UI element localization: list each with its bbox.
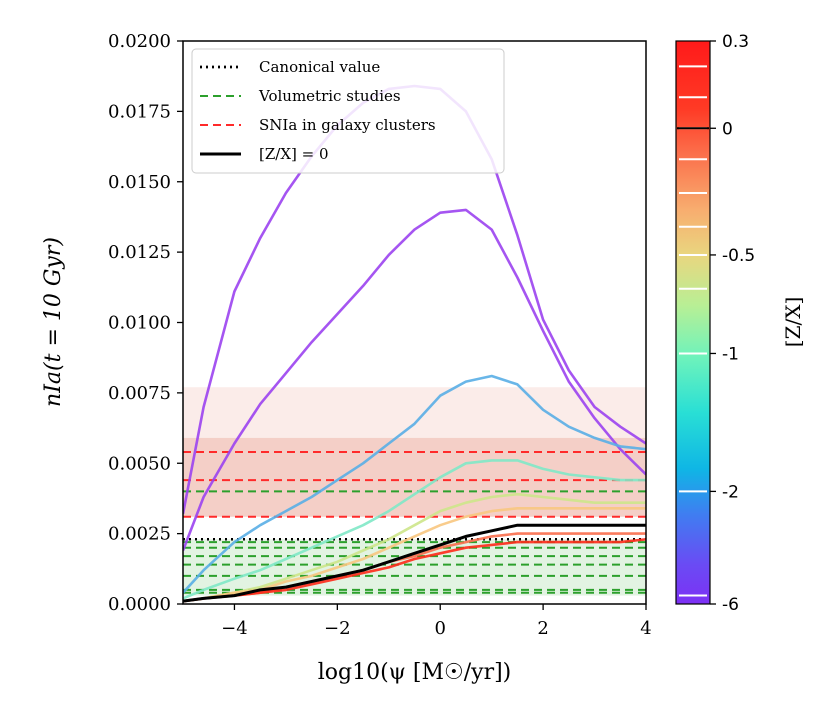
y-tick-label-7: 0.0175 bbox=[108, 101, 171, 122]
y-tick-label-0: 0.0000 bbox=[108, 594, 171, 615]
series-line-7 bbox=[183, 538, 646, 603]
y-tick-label-5: 0.0125 bbox=[108, 242, 171, 263]
colorbar-tick-label-0: 0.3 bbox=[722, 32, 749, 52]
colorbar-label: [Z/X] bbox=[781, 297, 805, 347]
x-tick-label-1: −2 bbox=[324, 618, 351, 639]
legend: Canonical value Volumetric studies SNIa in… bbox=[191, 48, 505, 174]
series-line-2 bbox=[183, 374, 646, 594]
legend-box bbox=[191, 48, 505, 174]
colorbar-tick-label-1: 0 bbox=[722, 119, 733, 139]
series-line-1 bbox=[183, 208, 646, 551]
x-tick-label-3: 2 bbox=[537, 618, 548, 639]
clusters-band-inner bbox=[183, 437, 646, 517]
x-axis-label: log10(ψ [M☉/yr]) bbox=[318, 660, 512, 685]
x-tick-label-2: 0 bbox=[434, 618, 445, 639]
colorbar-tick-label-5: -6 bbox=[722, 595, 739, 615]
series-line-3 bbox=[183, 459, 646, 600]
colorbar-tick-label-3: -1 bbox=[722, 344, 739, 364]
y-tick-label-1: 0.0025 bbox=[108, 524, 171, 545]
x-tick-label-0: −4 bbox=[221, 618, 248, 639]
y-tick-label-4: 0.0100 bbox=[108, 313, 171, 334]
legend-label-3: [Z/X] = 0 bbox=[259, 145, 329, 163]
plot-area bbox=[183, 84, 646, 603]
colorbar-gradient bbox=[676, 41, 710, 604]
y-axis-label: nIa(t = 10 Gyr) bbox=[41, 237, 66, 407]
legend-label-1: Volumetric studies bbox=[258, 87, 401, 105]
x-axis-ticks: −4 −2 0 2 4 bbox=[221, 604, 652, 639]
shaded-bands bbox=[183, 387, 646, 596]
series-line-4 bbox=[183, 492, 646, 603]
legend-label-2: SNIa in galaxy clusters bbox=[259, 116, 436, 134]
x-tick-label-4: 4 bbox=[640, 618, 651, 639]
colorbar: 0.3 0 -0.5 -1 -2 -6 [Z/X] bbox=[675, 32, 805, 615]
y-axis-ticks: 0.0000 0.0025 0.0050 0.0075 0.0100 0.0125 0.01… bbox=[108, 31, 183, 615]
series-line-8 bbox=[183, 523, 646, 603]
y-tick-label-8: 0.0200 bbox=[108, 31, 171, 52]
y-tick-label-2: 0.0050 bbox=[108, 453, 171, 474]
y-tick-label-3: 0.0075 bbox=[108, 383, 171, 404]
colorbar-tick-label-2: -0.5 bbox=[722, 246, 755, 266]
colorbar-frame bbox=[675, 40, 711, 605]
reference-lines bbox=[183, 450, 646, 594]
series-lines bbox=[183, 84, 646, 603]
colorbar-tick-label-4: -2 bbox=[722, 482, 739, 502]
y-tick-label-6: 0.0150 bbox=[108, 172, 171, 193]
legend-label-0: Canonical value bbox=[259, 58, 380, 76]
